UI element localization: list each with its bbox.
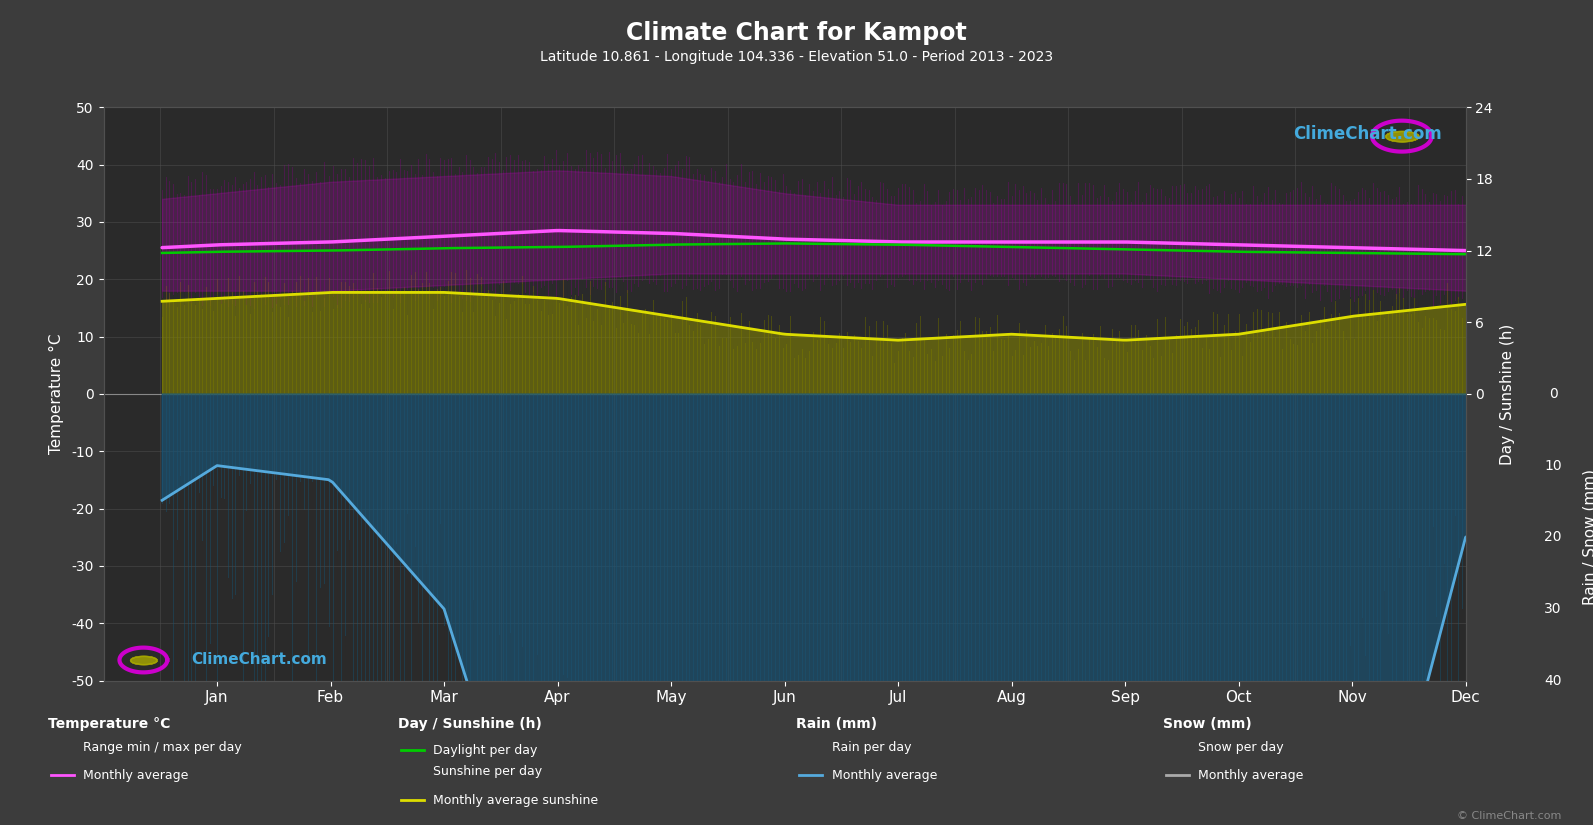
Text: Snow (mm): Snow (mm) <box>1163 717 1252 731</box>
Text: Day / Sunshine (h): Day / Sunshine (h) <box>398 717 542 731</box>
Text: Monthly average: Monthly average <box>1198 769 1303 782</box>
Text: ClimeChart.com: ClimeChart.com <box>191 653 327 667</box>
Text: Snow per day: Snow per day <box>1198 741 1284 754</box>
Text: Rain (mm): Rain (mm) <box>796 717 878 731</box>
Text: © ClimeChart.com: © ClimeChart.com <box>1456 811 1561 821</box>
Text: Rain / Snow (mm): Rain / Snow (mm) <box>1582 469 1593 606</box>
Text: 40: 40 <box>1545 674 1561 687</box>
Text: Latitude 10.861 - Longitude 104.336 - Elevation 51.0 - Period 2013 - 2023: Latitude 10.861 - Longitude 104.336 - El… <box>540 50 1053 64</box>
Text: ClimeChart.com: ClimeChart.com <box>1294 125 1442 144</box>
Text: 30: 30 <box>1545 602 1561 616</box>
Text: Range min / max per day: Range min / max per day <box>83 741 242 754</box>
Text: 20: 20 <box>1545 530 1561 544</box>
Text: Climate Chart for Kampot: Climate Chart for Kampot <box>626 21 967 45</box>
Text: Monthly average sunshine: Monthly average sunshine <box>433 794 599 807</box>
Text: Monthly average: Monthly average <box>832 769 937 782</box>
Text: Temperature °C: Temperature °C <box>48 717 170 731</box>
Y-axis label: Temperature °C: Temperature °C <box>49 333 64 455</box>
Text: Daylight per day: Daylight per day <box>433 744 538 757</box>
Text: 0: 0 <box>1548 387 1558 401</box>
Text: Monthly average: Monthly average <box>83 769 188 782</box>
Text: 10: 10 <box>1544 459 1563 473</box>
Y-axis label: Day / Sunshine (h): Day / Sunshine (h) <box>1501 323 1515 464</box>
Text: Sunshine per day: Sunshine per day <box>433 766 543 779</box>
Text: Rain per day: Rain per day <box>832 741 911 754</box>
